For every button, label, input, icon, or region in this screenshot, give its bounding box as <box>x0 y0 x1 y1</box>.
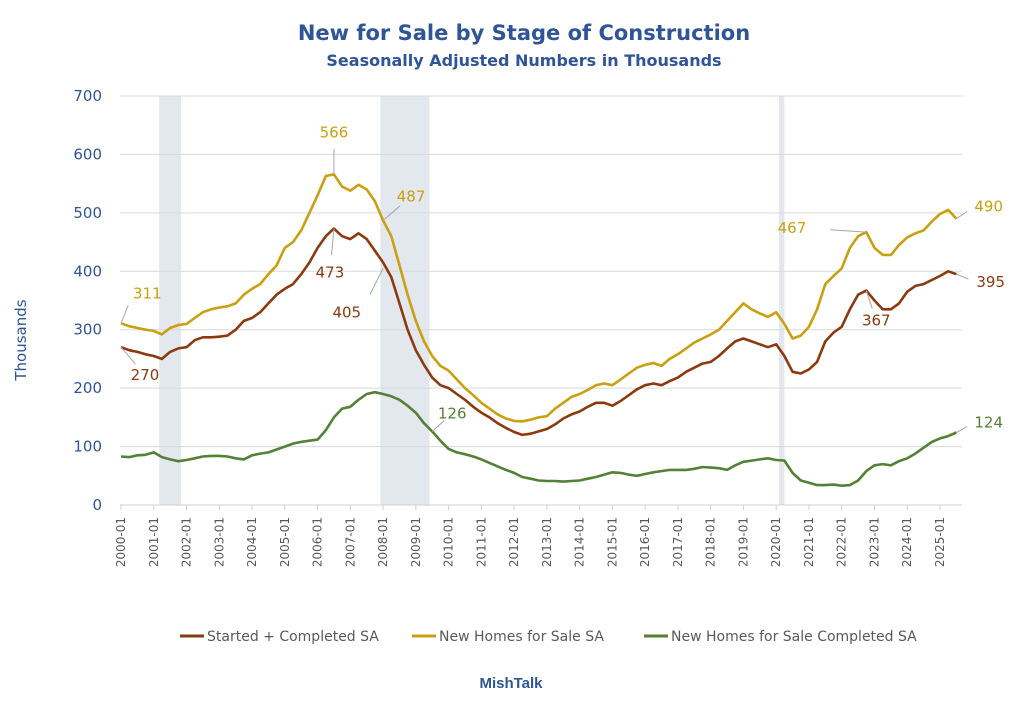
x-tick-label: 2018-01 <box>704 517 718 567</box>
x-tick-label: 2008-01 <box>376 517 390 567</box>
annotation-leader <box>830 229 867 233</box>
x-tick-label: 2020-01 <box>769 517 783 567</box>
x-tick-label: 2010-01 <box>442 517 456 567</box>
series-line-1 <box>120 173 958 423</box>
x-tick-label: 2001-01 <box>147 517 161 567</box>
annotation-leader <box>865 290 873 309</box>
annotation-label: 467 <box>778 219 807 237</box>
annotation-leader <box>382 205 401 221</box>
x-tick-label: 2013-01 <box>540 517 554 567</box>
annotation-label: 473 <box>316 264 345 282</box>
legend-label: New Homes for Sale SA <box>439 629 604 645</box>
annotation-leader <box>120 305 129 324</box>
x-tick-label: 2011-01 <box>474 517 488 567</box>
y-tick-label: 400 <box>73 262 102 280</box>
x-tick-label: 2014-01 <box>573 517 587 567</box>
annotation-label: 126 <box>438 404 467 422</box>
annotation-label: 367 <box>862 312 891 330</box>
x-tick-label: 2003-01 <box>212 517 226 567</box>
annotation-label: 566 <box>320 123 349 141</box>
chart-subtitle: Seasonally Adjusted Numbers in Thousands <box>326 51 721 70</box>
annotation-leader <box>956 426 968 433</box>
recession-band <box>778 96 785 505</box>
y-tick-label: 300 <box>73 321 102 339</box>
x-tick-label: 2019-01 <box>736 517 750 567</box>
x-tick-label: 2000-01 <box>114 517 128 567</box>
series-line-0 <box>120 227 957 437</box>
x-tick-label: 2006-01 <box>311 517 325 567</box>
annotation-leader <box>369 268 384 295</box>
y-tick-label: 600 <box>73 145 102 163</box>
annotation-label: 487 <box>397 187 426 205</box>
y-tick-label: 500 <box>73 204 102 222</box>
y-tick-label: 700 <box>73 87 102 105</box>
y-tick-label: 100 <box>73 438 102 456</box>
annotation-label: 124 <box>974 414 1003 432</box>
source-label: MishTalk <box>479 675 543 692</box>
x-tick-label: 2021-01 <box>802 517 816 567</box>
y-tick-label: 200 <box>73 379 102 397</box>
y-axis-label: Thousands <box>12 299 30 381</box>
legend-label: Started + Completed SA <box>207 629 379 645</box>
x-tick-label: 2009-01 <box>409 517 423 567</box>
annotation-label: 490 <box>974 198 1003 216</box>
x-tick-label: 2007-01 <box>343 517 357 567</box>
annotation-leader <box>120 346 136 365</box>
y-axis-ticks: 0 100 200 300 400 500 600 700 <box>73 87 102 514</box>
data-annotations: 311 270 566 473 487 405 126 467 367 490 395 124 <box>120 123 1005 433</box>
annotation-label: 395 <box>976 273 1005 291</box>
x-tick-label: 2012-01 <box>507 517 521 567</box>
recession-band <box>159 96 182 505</box>
x-tick-label: 2023-01 <box>867 517 881 567</box>
annotation-leader <box>431 420 445 432</box>
x-tick-label: 2022-01 <box>835 517 849 567</box>
x-tick-label: 2004-01 <box>245 517 259 567</box>
legend-label: New Homes for Sale Completed SA <box>671 629 917 645</box>
recession-bands <box>159 96 785 505</box>
legend: Started + Completed SA New Homes for Sale… <box>180 629 917 645</box>
y-tick-label: 0 <box>92 496 102 514</box>
annotation-label: 405 <box>332 303 361 321</box>
x-tick-label: 2005-01 <box>278 517 292 567</box>
annotation-label: 270 <box>131 366 160 384</box>
recession-band <box>380 96 430 505</box>
x-tick-label: 2024-01 <box>900 517 914 567</box>
x-tick-label: 2002-01 <box>180 517 194 567</box>
x-tick-label: 2025-01 <box>933 517 947 567</box>
annotation-label: 311 <box>133 284 162 302</box>
x-tick-label: 2015-01 <box>605 517 619 567</box>
annotation-leader <box>956 211 968 220</box>
series-line-2 <box>120 390 957 488</box>
annotation-leader <box>331 228 335 256</box>
x-axis-ticks: 2000-01 2001-01 2002-01 2003-01 2004-01 2005-… <box>114 505 947 567</box>
series-lines <box>120 173 958 488</box>
x-tick-label: 2017-01 <box>671 517 685 567</box>
annotation-leader <box>956 273 969 280</box>
chart-title: New for Sale by Stage of Construction <box>298 21 750 45</box>
x-tick-label: 2016-01 <box>638 517 652 567</box>
gridlines <box>120 95 962 506</box>
